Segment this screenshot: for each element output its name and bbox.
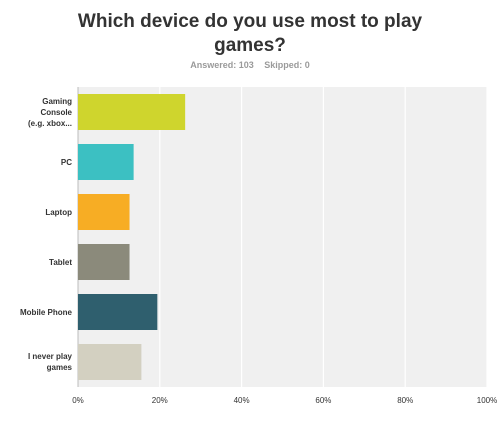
category-label: Mobile Phone [20,307,72,317]
x-tick-label: 0% [72,396,84,405]
bar-tablet[interactable] [78,244,130,280]
bar-laptop[interactable] [78,194,130,230]
bar-pc[interactable] [78,144,134,180]
category-label: Tablet [49,257,72,267]
category-label: I never play games [27,352,72,372]
x-tick-label: 40% [233,396,250,405]
x-tick-label: 60% [315,396,332,405]
x-tick-label: 20% [151,396,168,405]
category-label: Laptop [45,207,72,217]
response-stats: Answered: 103 Skipped: 0 [0,60,500,70]
x-tick-label: 80% [397,396,414,405]
bar-mobile-phone[interactable] [78,294,158,330]
skipped-count: Skipped: 0 [264,60,310,70]
category-label: PC [60,157,72,167]
x-tick-label: 100% [476,396,498,405]
bar-i-never-play-games[interactable] [78,344,142,380]
answered-count: Answered: 103 [190,60,254,70]
chart-title: Which device do you use most to play gam… [77,11,423,56]
bar-gaming-console-e-g-xbox[interactable] [78,94,186,130]
category-label: Gaming Console (e.g. xbox... [27,96,72,128]
plot-area [78,87,487,387]
